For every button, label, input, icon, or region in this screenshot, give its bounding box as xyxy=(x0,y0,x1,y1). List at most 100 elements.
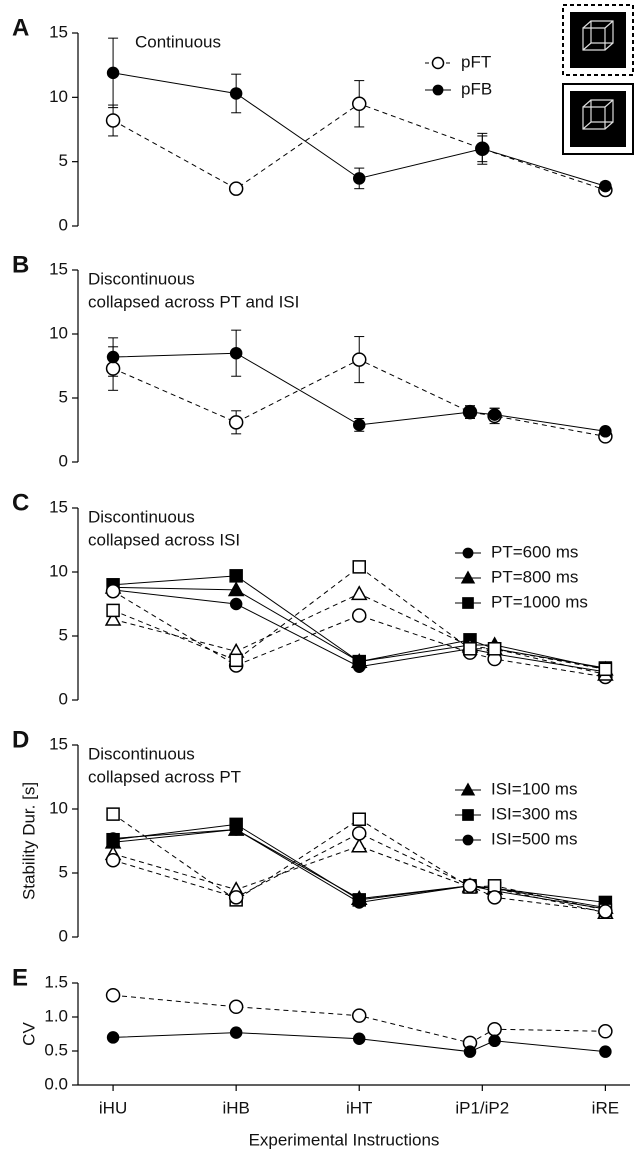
marker xyxy=(463,405,477,419)
marker xyxy=(599,179,612,193)
marker xyxy=(599,1045,612,1058)
annotation: collapsed across PT xyxy=(88,767,241,786)
marker xyxy=(106,807,120,821)
marker xyxy=(487,879,502,893)
legend-marker xyxy=(462,809,474,821)
series-line xyxy=(113,352,606,432)
series-line xyxy=(112,593,606,675)
marker xyxy=(598,904,613,919)
marker xyxy=(229,823,243,836)
marker xyxy=(487,642,502,656)
y-tick-label: 5 xyxy=(59,387,68,406)
legend-marker xyxy=(462,597,474,609)
marker xyxy=(229,653,243,668)
marker xyxy=(352,560,366,574)
annotation: Discontinuous xyxy=(88,507,195,526)
marker xyxy=(351,608,367,623)
legend-label: PT=1000 ms xyxy=(491,592,588,611)
series-line xyxy=(113,1032,606,1053)
marker xyxy=(351,826,367,841)
marker xyxy=(105,361,121,376)
y-tick-label: 15 xyxy=(49,497,68,516)
y-tick-label: 15 xyxy=(49,22,68,41)
marker xyxy=(488,1034,501,1048)
series-line xyxy=(113,828,606,910)
inset-images xyxy=(562,4,634,155)
marker xyxy=(351,1008,367,1023)
y-axis-label: Stability Dur. [s] xyxy=(19,782,38,900)
marker xyxy=(227,581,245,597)
series-line xyxy=(112,832,606,912)
y-axis-label: CV xyxy=(19,1022,38,1046)
y-tick-label: 10 xyxy=(49,87,68,106)
series-line xyxy=(113,586,606,670)
marker xyxy=(352,1032,366,1046)
marker xyxy=(352,654,366,669)
annotation: collapsed across ISI xyxy=(88,530,240,549)
annotation: collapsed across PT and ISI xyxy=(88,292,299,311)
marker xyxy=(487,1021,502,1037)
y-tick-label: 0.0 xyxy=(44,1074,68,1093)
marker xyxy=(352,172,366,185)
marker xyxy=(106,832,120,845)
legend-marker xyxy=(431,56,445,70)
x-tick-label: iHB xyxy=(222,1098,249,1117)
marker xyxy=(106,1031,120,1044)
marker xyxy=(105,852,121,868)
legend-marker xyxy=(432,84,444,96)
y-tick-label: 0 xyxy=(59,215,68,234)
annotation: Continuous xyxy=(135,32,221,51)
y-tick-label: 10 xyxy=(49,323,68,342)
marker xyxy=(105,583,121,599)
legend-label: ISI=500 ms xyxy=(491,829,577,848)
cube xyxy=(582,99,614,130)
series-line xyxy=(113,823,606,903)
panel-letter: A xyxy=(12,14,29,41)
marker xyxy=(598,1024,613,1039)
marker xyxy=(463,642,477,656)
marker xyxy=(462,878,478,894)
marker xyxy=(350,837,368,853)
series-line xyxy=(113,589,606,673)
marker xyxy=(352,418,366,432)
marker xyxy=(228,181,244,196)
y-tick-label: 15 xyxy=(49,259,68,278)
panel-letter: B xyxy=(12,251,29,278)
y-tick-label: 5 xyxy=(59,862,68,881)
y-tick-label: 15 xyxy=(49,734,68,753)
marker xyxy=(476,142,489,156)
legend-label: ISI=100 ms xyxy=(491,779,577,798)
annotation: Discontinuous xyxy=(88,744,195,763)
marker xyxy=(351,96,367,112)
series-line xyxy=(112,845,606,914)
marker xyxy=(228,890,244,905)
marker xyxy=(228,415,244,430)
series-line xyxy=(112,359,606,437)
series-line xyxy=(112,566,606,670)
panel-letter: E xyxy=(12,964,28,991)
marker xyxy=(229,569,243,583)
panel-letter: D xyxy=(12,726,29,753)
marker xyxy=(106,603,120,618)
x-axis-label: Experimental Instructions xyxy=(249,1130,440,1149)
legend-label: ISI=300 ms xyxy=(491,804,577,823)
y-tick-label: 5 xyxy=(59,151,68,170)
series-line xyxy=(113,828,606,909)
x-tick-label: iP1/iP2 xyxy=(455,1098,509,1117)
legend-label: pFT xyxy=(461,52,491,71)
marker xyxy=(104,610,122,626)
marker xyxy=(350,585,368,601)
marker xyxy=(599,425,612,438)
y-tick-label: 0.5 xyxy=(44,1040,68,1059)
marker xyxy=(352,896,366,909)
marker xyxy=(351,352,367,367)
series-line xyxy=(112,590,606,678)
annotation: Discontinuous xyxy=(88,269,195,288)
legend-label: PT=800 ms xyxy=(491,567,578,586)
marker xyxy=(463,1045,477,1058)
marker xyxy=(488,408,501,421)
y-tick-label: 5 xyxy=(59,625,68,644)
marker xyxy=(229,87,243,100)
x-tick-label: iRE xyxy=(592,1098,619,1117)
